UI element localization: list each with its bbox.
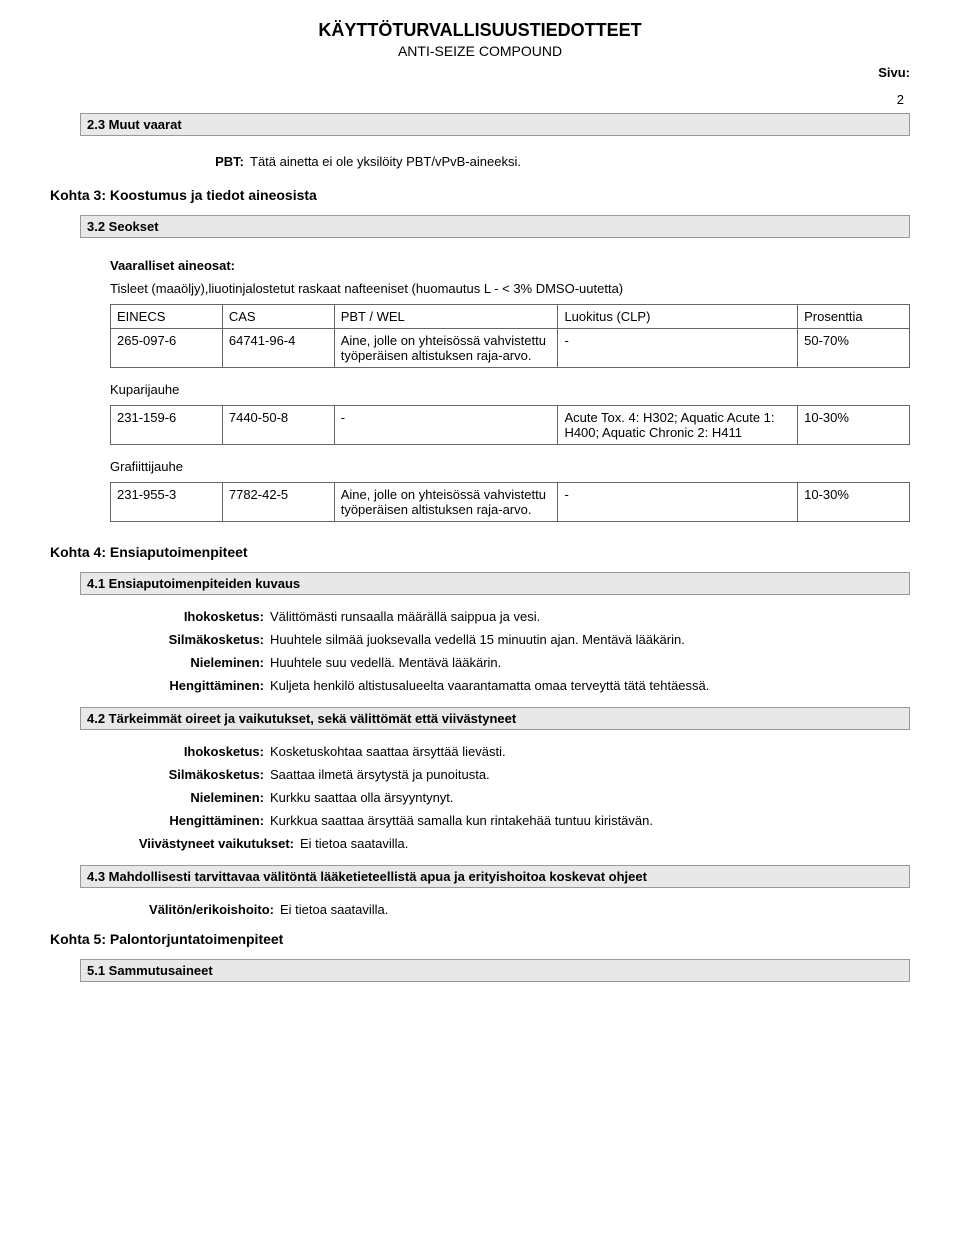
cell-einecs: 231-159-6 [111,406,223,445]
section-4-1-title: 4.1 Ensiaputoimenpiteiden kuvaus [80,572,910,595]
fa-value-niel: Huuhtele suu vedellä. Mentävä lääkärin. [270,655,910,670]
section-2-3-title: 2.3 Muut vaarat [80,113,910,136]
first-aid-block-1: Ihokosketus:Välittömästi runsaalla määrä… [110,609,910,693]
cell-cas: 64741-96-4 [222,329,334,368]
fa-label-heng: Hengittäminen: [110,678,270,693]
cell-clp: Acute Tox. 4: H302; Aquatic Acute 1: H40… [558,406,798,445]
hazardous-ingredients-label: Vaaralliset aineosat: [110,258,910,273]
fa2-value-iho: Kosketuskohtaa saattaa ärsyttää lievästi… [270,744,910,759]
fa-label-iho: Ihokosketus: [110,609,270,624]
page-label: Sivu: [50,65,910,80]
fa-value-iho: Välittömästi runsaalla määrällä saippua … [270,609,910,624]
page-number: 2 [50,92,910,107]
fa2-label-iho: Ihokosketus: [110,744,270,759]
th-pbtwel: PBT / WEL [334,305,558,329]
ingredients-table-1: EINECS CAS PBT / WEL Luokitus (CLP) Pros… [110,304,910,368]
cell-pct: 50-70% [798,329,910,368]
cell-pbtwel: Aine, jolle on yhteisössä vahvistettu ty… [334,483,558,522]
fa2-value-niel: Kurkku saattaa olla ärsyyntynyt. [270,790,910,805]
section-k5-title: Kohta 5: Palontorjuntatoimenpiteet [50,931,910,947]
cell-cas: 7782-42-5 [222,483,334,522]
cell-cas: 7440-50-8 [222,406,334,445]
th-clp: Luokitus (CLP) [558,305,798,329]
fa2-label-viiv: Viivästyneet vaikutukset: [110,836,300,851]
pbt-value: Tätä ainetta ei ole yksilöity PBT/vPvB-a… [250,154,910,169]
fa-label-silma: Silmäkosketus: [110,632,270,647]
cell-pct: 10-30% [798,483,910,522]
table-row: 231-955-3 7782-42-5 Aine, jolle on yhtei… [111,483,910,522]
cell-clp: - [558,329,798,368]
fa2-value-viiv: Ei tietoa saatavilla. [300,836,910,851]
table-row: 265-097-6 64741-96-4 Aine, jolle on yhte… [111,329,910,368]
section-4-2-title: 4.2 Tärkeimmät oireet ja vaikutukset, se… [80,707,910,730]
fa-value-silma: Huuhtele silmää juoksevalla vedellä 15 m… [270,632,910,647]
fa3-value-valiton: Ei tietoa saatavilla. [280,902,910,917]
section-k3-title: Kohta 3: Koostumus ja tiedot aineosista [50,187,910,203]
fa-label-niel: Nieleminen: [110,655,270,670]
fa2-label-silma: Silmäkosketus: [110,767,270,782]
table-row: 231-159-6 7440-50-8 - Acute Tox. 4: H302… [111,406,910,445]
substance-grafiittijauhe: Grafiittijauhe [110,459,910,474]
section-k4-title: Kohta 4: Ensiaputoimenpiteet [50,544,910,560]
fa2-value-silma: Saattaa ilmetä ärsytystä ja punoitusta. [270,767,910,782]
th-cas: CAS [222,305,334,329]
fa2-value-heng: Kurkkua saattaa ärsyttää samalla kun rin… [270,813,910,828]
fa-value-heng: Kuljeta henkilö altistusalueelta vaarant… [270,678,910,693]
substance-kuparijauhe: Kuparijauhe [110,382,910,397]
section-5-1-title: 5.1 Sammutusaineet [80,959,910,982]
pbt-row: PBT: Tätä ainetta ei ole yksilöity PBT/v… [50,154,910,169]
th-einecs: EINECS [111,305,223,329]
document-title: KÄYTTÖTURVALLISUUSTIEDOTTEET [50,20,910,41]
ingredients-table-2: 231-159-6 7440-50-8 - Acute Tox. 4: H302… [110,405,910,445]
first-aid-block-2: Ihokosketus:Kosketuskohtaa saattaa ärsyt… [110,744,910,851]
th-pct: Prosenttia [798,305,910,329]
first-aid-block-3: Välitön/erikoishoito:Ei tietoa saatavill… [110,902,910,917]
cell-pbtwel: - [334,406,558,445]
cell-einecs: 231-955-3 [111,483,223,522]
cell-pct: 10-30% [798,406,910,445]
cell-einecs: 265-097-6 [111,329,223,368]
ingredients-table-3: 231-955-3 7782-42-5 Aine, jolle on yhtei… [110,482,910,522]
document-subtitle: ANTI-SEIZE COMPOUND [50,43,910,59]
section-3-2-title: 3.2 Seokset [80,215,910,238]
table-header-row: EINECS CAS PBT / WEL Luokitus (CLP) Pros… [111,305,910,329]
cell-clp: - [558,483,798,522]
fa2-label-niel: Nieleminen: [110,790,270,805]
fa2-label-heng: Hengittäminen: [110,813,270,828]
section-4-3-title: 4.3 Mahdollisesti tarvittavaa välitöntä … [80,865,910,888]
fa3-label-valiton: Välitön/erikoishoito: [110,902,280,917]
distillates-note: Tisleet (maaöljy),liuotinjalostetut rask… [110,281,910,296]
pbt-label: PBT: [50,154,250,169]
cell-pbtwel: Aine, jolle on yhteisössä vahvistettu ty… [334,329,558,368]
